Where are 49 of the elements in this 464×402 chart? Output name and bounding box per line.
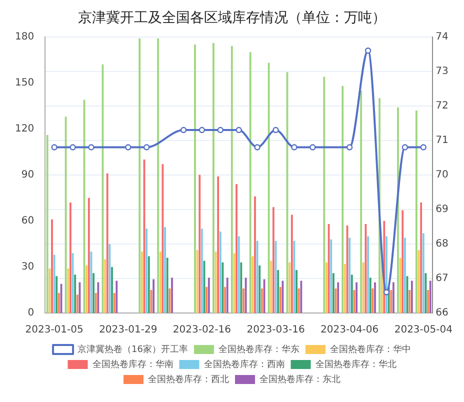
point	[217, 126, 224, 134]
point	[180, 126, 187, 134]
y-tick-label: 30	[21, 262, 34, 273]
point	[310, 144, 316, 150]
legend-label: 京津冀热卷（16家）开工率	[78, 344, 188, 355]
point	[51, 144, 58, 150]
y2-tick-label: 71	[436, 134, 448, 146]
y2-tick-label: 74	[436, 31, 448, 42]
point	[420, 144, 426, 150]
point	[88, 144, 94, 150]
y-tick-label: 60	[21, 216, 34, 227]
y-tick-label: 90	[21, 169, 34, 180]
point	[364, 48, 372, 54]
x-tick-label: 2023-01-29	[99, 324, 158, 336]
y-tick-label: 0	[28, 308, 34, 319]
point	[291, 144, 298, 150]
point	[198, 126, 206, 134]
point	[272, 126, 279, 134]
y-tick-label: 150	[14, 77, 34, 88]
y2-tick-label: 67	[436, 273, 448, 284]
legend-label: 全国热卷库存：华中	[330, 344, 411, 355]
point	[346, 144, 353, 150]
chart-title: 京津冀开工及全国各区域库存情况（单位：万吨）	[78, 10, 386, 26]
legend-label: 全国热卷库存：西北	[148, 374, 229, 385]
point	[236, 126, 242, 134]
x-tick-label: 2023-01-05	[25, 324, 84, 336]
x-tick-label: 2023-05-04	[394, 324, 452, 336]
y-tick-label: 180	[14, 31, 34, 42]
legend-label: 全国热卷库存：东北	[260, 374, 340, 385]
y2-tick-label: 68	[436, 238, 448, 250]
point	[254, 144, 260, 150]
x-tick-label: 2023-03-16	[246, 324, 305, 336]
x-tick-label: 2023-02-16	[172, 324, 232, 336]
point	[383, 289, 390, 296]
y2-tick-label: 70	[436, 169, 448, 180]
point	[143, 144, 150, 150]
point	[70, 144, 76, 150]
legend-label: 全国热卷库存：华南	[92, 358, 174, 370]
point	[402, 144, 408, 150]
legend-label: 全国热卷库存：华东	[218, 344, 300, 355]
y2-tick-label: 69	[436, 204, 448, 216]
legend-label: 全国热卷库存：华北	[315, 358, 396, 370]
y2-tick-label: 73	[436, 66, 448, 77]
y2-tick-label: 66	[436, 308, 448, 319]
point	[125, 144, 132, 150]
y2-tick-label: 72	[436, 100, 448, 112]
y-tick-label: 120	[14, 123, 34, 134]
x-tick-label: 2023-04-06	[320, 324, 379, 336]
legend-label: 全国热卷库存：西南	[204, 358, 285, 370]
